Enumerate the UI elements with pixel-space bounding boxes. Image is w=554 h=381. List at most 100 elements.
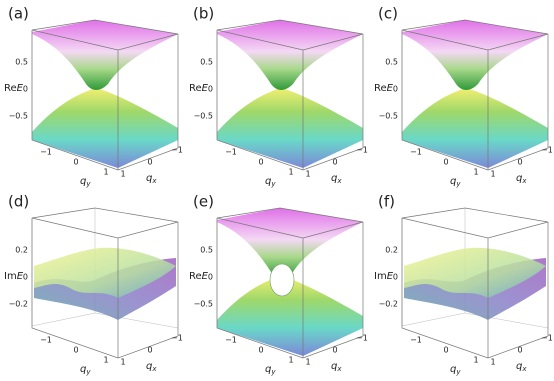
x-tick-label: −1 — [541, 146, 553, 155]
x-tick-label: −1 — [171, 334, 183, 343]
box-front — [401, 19, 549, 171]
z-label-var: E — [17, 271, 24, 282]
panel-label: (a) — [8, 5, 29, 23]
z-tick-label: −0.2 — [9, 300, 28, 309]
panel-label: (e) — [193, 193, 214, 211]
y-label-var: q — [265, 364, 271, 375]
x-tick-label: 1 — [490, 170, 495, 179]
x-axis-label: qx — [331, 173, 342, 185]
z-axis-label: ImE — [4, 271, 24, 282]
surface-lower — [217, 88, 363, 168]
y-tick-label: 0 — [258, 346, 263, 355]
y-tick-label: 0 — [73, 158, 78, 167]
z-tick-label: −0.5 — [9, 112, 28, 121]
z-tick-label: 0 — [208, 273, 213, 282]
y-label-var: q — [450, 364, 456, 375]
x-tick-label: 1 — [120, 170, 125, 179]
z-label-var: E — [202, 83, 209, 94]
z-label-var: E — [387, 83, 394, 94]
box-front — [216, 207, 364, 359]
surface-lower — [217, 276, 363, 356]
y-label-sub: y — [455, 180, 461, 188]
y-axis-label: qy — [265, 364, 276, 376]
y-label-sub: y — [270, 368, 276, 376]
y-axis-label: qy — [450, 364, 461, 376]
x-tick-label: 0 — [147, 346, 152, 355]
z-label-var: E — [202, 271, 209, 282]
z-label-prefix: Im — [4, 271, 17, 282]
panel-label: (d) — [8, 193, 29, 211]
x-axis-label: qx — [516, 173, 527, 185]
z-tick-label: 0.2 — [15, 246, 28, 255]
y-label-var: q — [80, 176, 86, 187]
x-label-sub: x — [151, 177, 157, 185]
x-tick-label: 0 — [517, 346, 522, 355]
x-label-var: q — [146, 361, 152, 372]
x-label-var: q — [331, 173, 337, 184]
y-tick-label: −1 — [410, 148, 422, 157]
x-tick-label: 0 — [147, 158, 152, 167]
x-tick-label: −1 — [541, 334, 553, 343]
y-tick-label: −1 — [410, 336, 422, 345]
z-tick-label: 0 — [393, 273, 398, 282]
x-axis-label: qx — [146, 361, 157, 373]
panel-label: (b) — [193, 5, 214, 23]
x-tick-label: −1 — [356, 334, 368, 343]
z-tick-label: 0.5 — [200, 246, 213, 255]
z-label-prefix: Re — [189, 271, 202, 282]
y-label-var: q — [450, 176, 456, 187]
z-tick-label: −0.5 — [194, 112, 213, 121]
x-label-sub: x — [336, 177, 342, 185]
z-tick-label: 0 — [23, 85, 28, 94]
y-tick-label: 1 — [473, 356, 478, 365]
x-label-sub: x — [151, 365, 157, 373]
x-label-var: q — [516, 361, 522, 372]
z-axis-label: ReE — [4, 83, 24, 94]
x-tick-label: 1 — [305, 358, 310, 367]
x-tick-label: 0 — [517, 158, 522, 167]
y-tick-label: 1 — [103, 356, 108, 365]
surface-upper — [217, 20, 363, 90]
y-tick-label: 0 — [73, 346, 78, 355]
x-label-sub: x — [521, 365, 527, 373]
y-tick-label: 1 — [103, 168, 108, 177]
z-axis-label: ImE — [374, 271, 394, 282]
surface-upper — [34, 247, 176, 298]
x-tick-label: 1 — [305, 170, 310, 179]
z-label-prefix: Im — [374, 271, 387, 282]
surface-gap — [269, 263, 295, 297]
z-tick-label: 0 — [393, 85, 398, 94]
z-label-var: E — [17, 83, 24, 94]
y-label-var: q — [80, 364, 86, 375]
z-tick-label: 0 — [208, 85, 213, 94]
y-axis-label: qy — [80, 364, 91, 376]
z-tick-label: 0.5 — [15, 58, 28, 67]
surface-upper — [217, 208, 363, 278]
y-label-sub: y — [455, 368, 461, 376]
z-axis-label: ReE — [189, 271, 209, 282]
y-tick-label: 1 — [473, 168, 478, 177]
surface-lower — [32, 88, 178, 168]
y-label-sub: y — [85, 368, 91, 376]
panel-label: (c) — [378, 5, 398, 23]
z-tick-label: 0.2 — [385, 246, 398, 255]
x-tick-label: 1 — [120, 358, 125, 367]
z-label-prefix: Re — [189, 83, 202, 94]
surface-upper — [32, 20, 178, 90]
y-tick-label: −1 — [225, 336, 237, 345]
y-label-sub: y — [85, 180, 91, 188]
y-axis-label: qy — [265, 176, 276, 188]
surface-upper — [402, 20, 548, 90]
y-tick-label: 0 — [258, 158, 263, 167]
z-tick-label: −0.5 — [194, 300, 213, 309]
z-tick-label: −0.5 — [379, 112, 398, 121]
y-tick-label: 0 — [443, 346, 448, 355]
x-label-sub: x — [336, 365, 342, 373]
x-axis-label: qx — [146, 173, 157, 185]
x-label-sub: x — [521, 177, 527, 185]
x-tick-label: −1 — [171, 146, 183, 155]
